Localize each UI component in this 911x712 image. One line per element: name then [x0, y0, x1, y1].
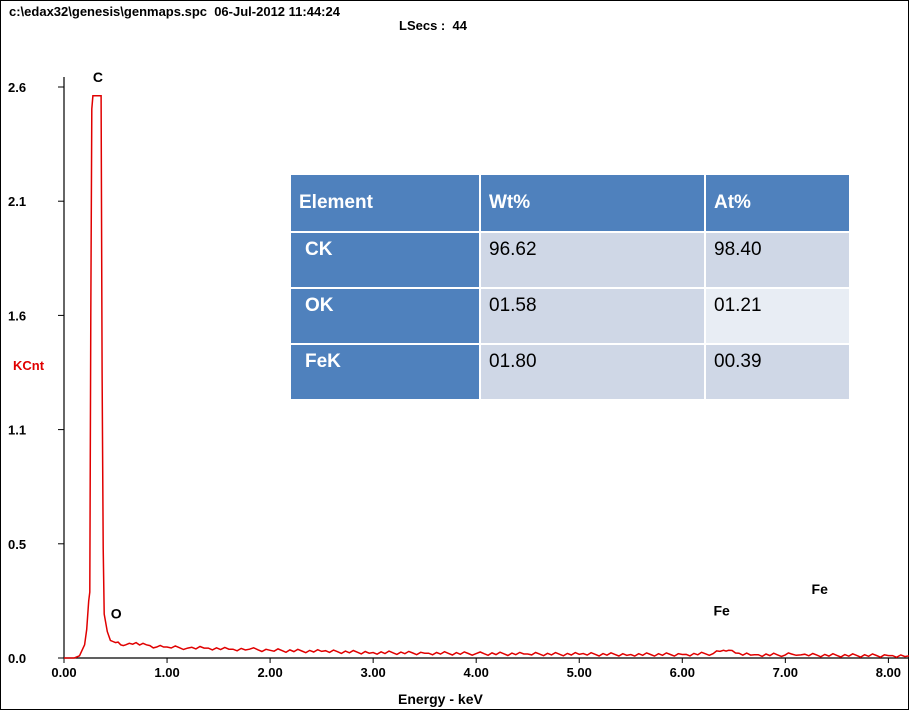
chart-ticks: 0.00 1.00 2.00 3.00 4.00 5.00 6.00 7.00 8.00 0.0 0… — [8, 80, 901, 680]
table-row: FeK 01.80 00.39 — [289, 343, 851, 401]
y-tick-label: 0.0 — [8, 651, 26, 666]
peak-label: Fe — [714, 603, 731, 619]
composition-table: Element Wt% At% CK 96.62 98.40 OK 01.58 … — [289, 173, 851, 401]
table-row: OK 01.58 01.21 — [289, 287, 851, 345]
element-cell: CK — [289, 231, 481, 289]
y-tick-label: 1.1 — [8, 423, 26, 438]
x-tick-label: 8.00 — [876, 665, 901, 680]
table-header-row: Element Wt% At% — [289, 173, 851, 233]
y-tick-label: 2.1 — [8, 194, 26, 209]
lsecs-readout: LSecs : 44 — [399, 18, 467, 33]
x-tick-label: 5.00 — [567, 665, 592, 680]
file-header: c:\edax32\genesis\genmaps.spc 06-Jul-201… — [9, 4, 340, 19]
x-tick-label: 6.00 — [670, 665, 695, 680]
spectrum-line — [64, 95, 910, 659]
x-tick-label: 4.00 — [464, 665, 489, 680]
wt-cell: 01.80 — [479, 343, 706, 401]
at-cell: 01.21 — [704, 287, 851, 345]
y-tick-label: 1.6 — [8, 308, 26, 323]
header-element: Element — [289, 173, 481, 233]
wt-cell: 01.58 — [479, 287, 706, 345]
x-tick-label: 0.00 — [51, 665, 76, 680]
peak-labels: C O Fe Fe — [93, 69, 828, 622]
chart-axes — [63, 77, 909, 659]
at-cell: 00.39 — [704, 343, 851, 401]
header-wt: Wt% — [479, 173, 706, 233]
peak-label: Fe — [812, 581, 829, 597]
y-tick-label: 0.5 — [8, 537, 26, 552]
element-cell: FeK — [289, 343, 481, 401]
peak-label: O — [111, 606, 122, 622]
x-tick-label: 2.00 — [257, 665, 282, 680]
at-cell: 98.40 — [704, 231, 851, 289]
y-axis-label: KCnt — [13, 358, 45, 373]
x-tick-label: 1.00 — [154, 665, 179, 680]
wt-cell: 96.62 — [479, 231, 706, 289]
y-tick-label: 2.6 — [8, 80, 26, 95]
peak-label: C — [93, 69, 103, 85]
x-axis-label: Energy - keV — [398, 691, 483, 707]
header-at: At% — [704, 173, 851, 233]
x-tick-label: 3.00 — [360, 665, 385, 680]
x-tick-label: 7.00 — [773, 665, 798, 680]
table-row: CK 96.62 98.40 — [289, 231, 851, 289]
element-cell: OK — [289, 287, 481, 345]
